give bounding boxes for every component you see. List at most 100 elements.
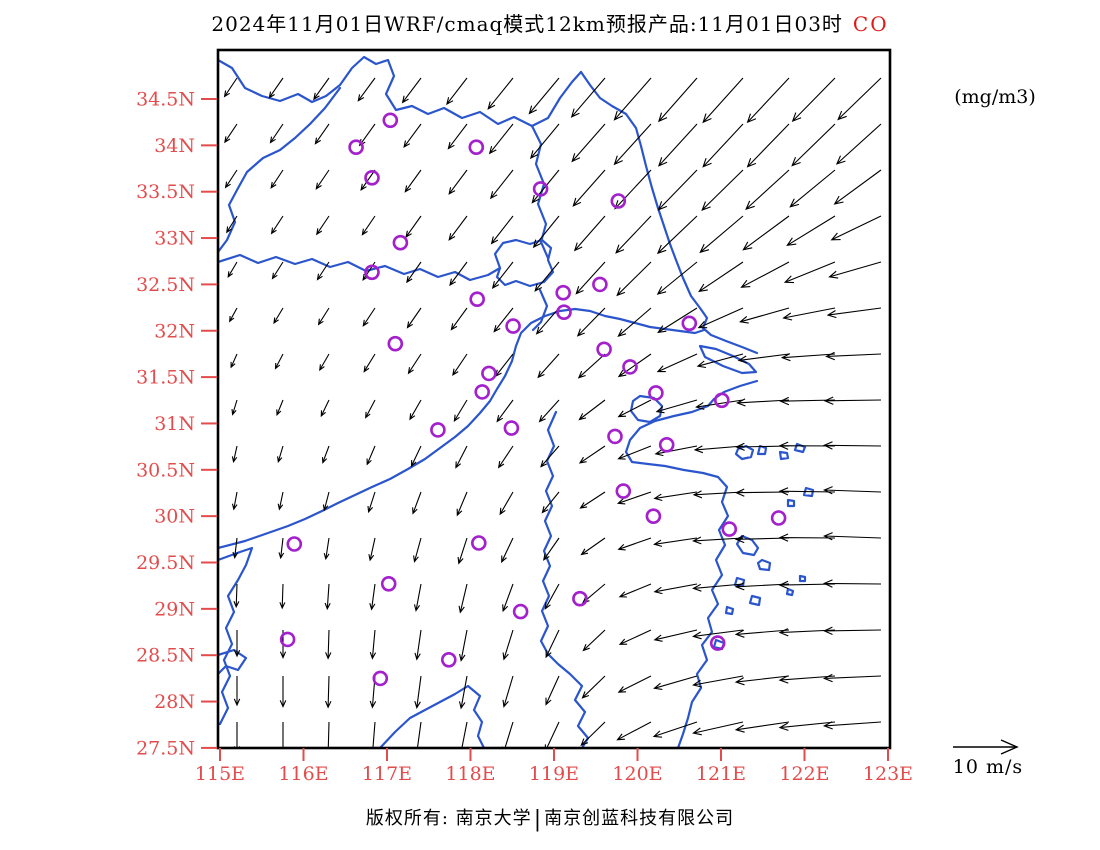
station-marker <box>709 635 726 651</box>
wind-arrow <box>580 721 606 747</box>
wind-arrow <box>230 353 238 369</box>
wind-scale-arrow <box>953 739 1019 755</box>
wind-arrow <box>742 215 790 251</box>
wind-arrow <box>269 123 284 144</box>
wind-arrow <box>540 445 560 468</box>
lon-tick-label: 116E <box>278 763 328 785</box>
wind-arrow <box>455 445 468 469</box>
wind-arrow <box>653 629 698 642</box>
wind-arrow <box>614 169 652 210</box>
lat-tick-label: 28.5N <box>136 645 195 667</box>
wind-arrow <box>736 398 790 407</box>
wind-arrow <box>828 261 882 279</box>
station-marker <box>503 420 520 436</box>
wind-arrow <box>822 532 882 541</box>
station-marker <box>645 508 662 525</box>
station-marker-layer <box>279 112 787 687</box>
lat-tick-label: 30.5N <box>136 459 195 481</box>
border-jiangxi <box>219 546 254 726</box>
wind-arrow <box>229 307 238 323</box>
wind-arrow <box>737 353 790 364</box>
wind-arrow <box>317 307 330 326</box>
wind-arrow <box>410 445 422 468</box>
wind-arrow <box>825 351 882 361</box>
lon-tick-label: 122E <box>779 763 829 785</box>
wind-arrow <box>501 721 514 747</box>
wind-arrow <box>656 353 698 373</box>
wind-arrow <box>233 722 241 747</box>
wind-arrow <box>458 583 468 614</box>
wind-arrow <box>545 629 560 659</box>
copyright-company: 南京创蓝科技有限公司 <box>544 808 735 829</box>
wind-arrow <box>273 307 284 325</box>
wind-arrow <box>617 445 652 460</box>
wind-arrow <box>227 261 238 278</box>
wind-arrow <box>502 675 514 708</box>
wind-arrow <box>822 441 882 450</box>
wind-arrow <box>616 721 652 741</box>
wind-arrow <box>617 399 652 418</box>
wind-arrow <box>822 579 882 588</box>
wind-arrow <box>412 491 422 515</box>
wind-arrow <box>319 353 330 372</box>
wind-arrow <box>701 169 744 211</box>
wind-arrow <box>414 629 422 661</box>
wind-arrow <box>745 169 790 211</box>
station-marker <box>622 359 638 375</box>
wind-arrow <box>233 583 240 609</box>
wind-arrow <box>617 675 652 693</box>
station-marker <box>555 284 572 301</box>
wind-arrow <box>692 629 744 640</box>
wind-arrow <box>616 261 652 297</box>
wind-arrow <box>734 629 790 638</box>
wind-arrow <box>698 261 744 293</box>
wind-arrow <box>830 215 882 241</box>
wind-arrow <box>529 123 560 160</box>
lon-tick-label: 120E <box>612 763 662 785</box>
wind-arrow <box>702 123 744 168</box>
wind-arrow <box>822 721 882 730</box>
wind-arrow <box>746 77 790 124</box>
border-north <box>219 55 583 128</box>
lat-tick-label: 30N <box>154 506 195 528</box>
wind-arrow <box>368 537 376 562</box>
offshore-islands <box>712 442 815 651</box>
wind-arrow <box>693 445 744 454</box>
lat-tick-label: 33.5N <box>136 181 195 203</box>
wind-arrow <box>450 307 468 331</box>
wind-arrow <box>369 629 377 660</box>
wind-arrow <box>278 537 285 560</box>
wind-arrow <box>491 261 514 289</box>
wind-arrow <box>655 399 698 414</box>
wind-arrow <box>833 169 882 205</box>
wind-arrow <box>570 77 606 118</box>
wind-arrow <box>361 215 376 236</box>
border-west <box>219 86 342 253</box>
wind-arrow <box>226 215 238 234</box>
wind-arrow <box>372 721 376 747</box>
station-marker <box>596 341 612 358</box>
wind-arrow <box>575 261 606 295</box>
wind-arrow <box>822 673 882 683</box>
wind-arrow <box>406 307 422 329</box>
wind-arrow <box>617 537 652 551</box>
wind-arrow <box>406 261 422 284</box>
station-marker <box>572 590 588 607</box>
wind-arrow <box>279 583 286 610</box>
wind-arrow <box>615 215 652 254</box>
copyright-caption: 版权所有: 南京大学| 南京创蓝科技有限公司 <box>0 804 1100 832</box>
wind-arrow <box>327 721 330 747</box>
wind-arrow <box>582 629 606 652</box>
wind-arrow <box>315 169 330 190</box>
wind-arrow <box>535 307 560 335</box>
coastline-north <box>579 70 759 355</box>
wind-arrow <box>617 307 652 337</box>
station-marker <box>382 112 399 129</box>
wind-arrow <box>778 721 836 731</box>
wind-arrow <box>699 215 744 254</box>
caption-divider: | <box>533 807 543 832</box>
wind-arrow <box>653 491 698 502</box>
station-marker <box>348 139 364 155</box>
wind-arrow <box>734 488 790 497</box>
